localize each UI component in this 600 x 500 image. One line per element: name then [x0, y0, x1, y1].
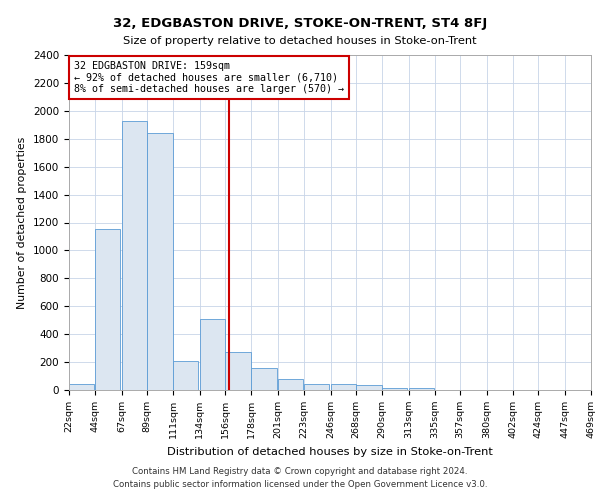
Bar: [251, 368, 277, 390]
Bar: [95, 230, 120, 390]
Bar: [278, 379, 304, 390]
Y-axis label: Number of detached properties: Number of detached properties: [17, 136, 28, 308]
Text: 32 EDGBASTON DRIVE: 159sqm
← 92% of detached houses are smaller (6,710)
8% of se: 32 EDGBASTON DRIVE: 159sqm ← 92% of deta…: [74, 60, 344, 94]
X-axis label: Distribution of detached houses by size in Stoke-on-Trent: Distribution of detached houses by size …: [167, 446, 493, 456]
Bar: [226, 352, 251, 390]
Bar: [356, 385, 382, 390]
Bar: [304, 384, 329, 390]
Bar: [409, 388, 434, 390]
Bar: [122, 120, 147, 390]
Text: 32, EDGBASTON DRIVE, STOKE-ON-TRENT, ST4 8FJ: 32, EDGBASTON DRIVE, STOKE-ON-TRENT, ST4…: [113, 18, 487, 30]
Bar: [200, 319, 225, 390]
Text: Size of property relative to detached houses in Stoke-on-Trent: Size of property relative to detached ho…: [123, 36, 477, 46]
Text: Contains HM Land Registry data © Crown copyright and database right 2024.
Contai: Contains HM Land Registry data © Crown c…: [113, 468, 487, 489]
Bar: [382, 388, 407, 390]
Bar: [69, 384, 94, 390]
Bar: [147, 133, 173, 390]
Bar: [331, 384, 356, 390]
Bar: [173, 360, 198, 390]
